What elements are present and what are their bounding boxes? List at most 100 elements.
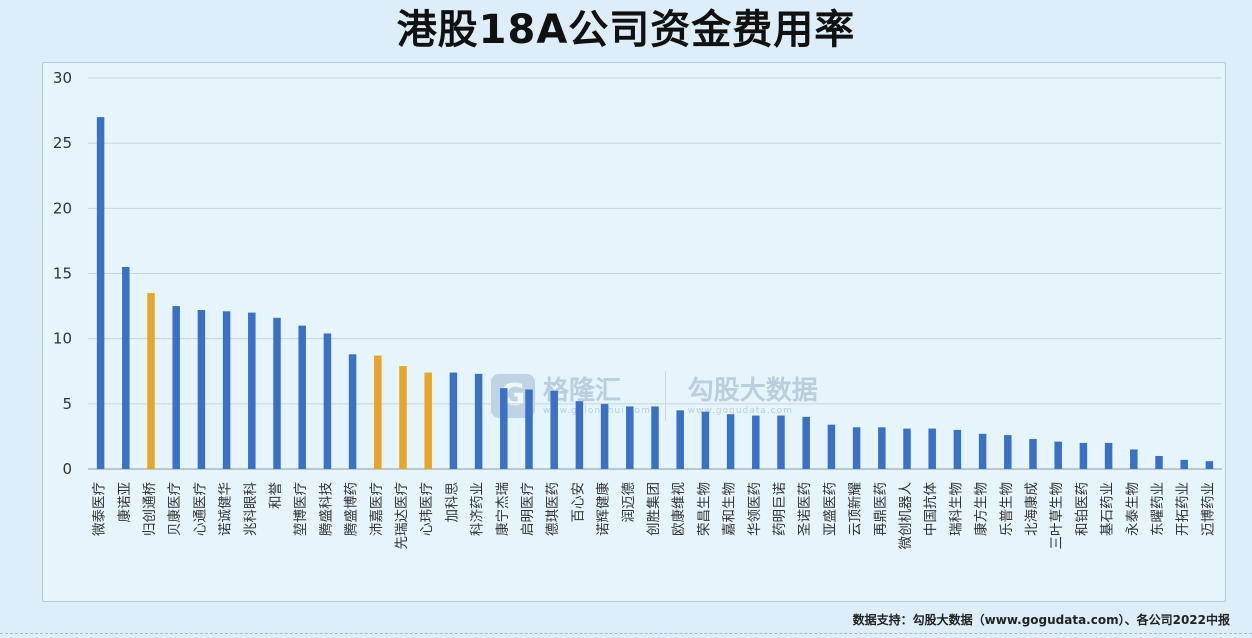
bar <box>626 406 634 469</box>
bar <box>449 372 458 469</box>
x-tick-label: 德琪医药 <box>545 482 561 536</box>
bar <box>701 411 710 469</box>
x-tick-label: 诺诚健华 <box>218 482 234 536</box>
bar <box>651 406 659 469</box>
x-tick-label: 康宁杰瑞 <box>494 482 511 536</box>
bar <box>323 333 332 469</box>
bar <box>1029 439 1037 469</box>
bar <box>172 306 180 469</box>
bar <box>273 317 281 469</box>
bar <box>122 266 130 469</box>
bar <box>600 403 609 469</box>
x-tick-label: 腾盛科技 <box>317 482 334 536</box>
footer-divider <box>0 633 1252 634</box>
bar <box>928 428 936 469</box>
x-tick-label: 亚盛医药 <box>822 482 838 536</box>
x-tick-label: 再鼎医药 <box>873 482 889 536</box>
x-tick-label: 东曜药业 <box>1150 482 1166 536</box>
bar <box>525 389 533 469</box>
bar <box>1155 455 1163 469</box>
watermark-separator <box>664 371 666 421</box>
bar <box>777 415 785 469</box>
y-tick-label: 30 <box>53 69 72 87</box>
bar <box>1079 442 1088 469</box>
bar <box>978 433 987 469</box>
bar <box>852 427 861 469</box>
y-tick-label: 5 <box>62 395 72 413</box>
data-source-note: 数据支持：勾股大数据（www.gogudata.com）、各公司2022中报 <box>852 613 1230 627</box>
x-tick-label: 华领医药 <box>747 482 763 536</box>
bar <box>399 366 407 469</box>
y-tick-label: 0 <box>62 460 72 478</box>
bar <box>1205 461 1214 469</box>
x-tick-label: 微创机器人 <box>898 482 914 550</box>
x-tick-label: 圣诺医药 <box>797 482 813 536</box>
chart-title: 港股18A公司资金费用率 <box>396 7 856 53</box>
x-tick-label: 微泰医疗 <box>92 482 108 536</box>
bar <box>1004 435 1012 469</box>
watermark-brand-b: 勾股大数据 <box>687 376 818 406</box>
x-tick-label: 腾盛博药 <box>343 482 360 536</box>
x-tick-label: 兆科眼科 <box>243 482 259 536</box>
bar <box>374 355 382 469</box>
bar <box>1104 442 1113 469</box>
bar <box>222 311 231 469</box>
watermark-brand-b-url: www.gogudata.com <box>687 406 793 416</box>
x-tick-label: 创胜集团 <box>646 482 662 536</box>
x-tick-label: 云顶新耀 <box>848 482 864 536</box>
bar <box>474 373 483 469</box>
x-tick-label: 润迈德 <box>621 482 637 523</box>
x-tick-label: 中国抗体 <box>923 482 939 536</box>
x-tick-label: 康方生物 <box>973 482 990 536</box>
bar <box>147 293 155 469</box>
x-tick-label: 瑞科生物 <box>948 482 964 536</box>
y-tick-label: 10 <box>53 330 72 348</box>
bar <box>550 390 558 469</box>
x-tick-label: 嘉和生物 <box>722 482 738 536</box>
bar <box>903 428 911 469</box>
bar <box>248 312 256 469</box>
bar <box>197 309 206 469</box>
x-tick-label: 心通医疗 <box>192 482 208 536</box>
chart-panel: G 格隆汇 www.gelonghui.com 勾股大数据 www.goguda… <box>42 62 1226 602</box>
x-tick-label: 贝康医疗 <box>166 482 183 536</box>
bar <box>1054 441 1062 469</box>
bar <box>827 424 836 469</box>
bar <box>500 388 508 469</box>
x-tick-label: 荣昌生物 <box>696 482 712 536</box>
y-tick-label: 20 <box>53 199 72 217</box>
bar <box>752 415 760 469</box>
x-tick-label: 诺辉健康 <box>595 482 612 536</box>
bar <box>1180 459 1188 469</box>
bar <box>802 416 810 469</box>
bar <box>676 410 684 469</box>
x-tick-label: 乐普生物 <box>999 482 1015 536</box>
x-tick-label: 百心安 <box>570 482 586 523</box>
bar <box>1130 449 1138 469</box>
x-tick-label: 康诺亚 <box>116 482 133 523</box>
x-tick-label: 沛嘉医疗 <box>369 482 385 536</box>
bar <box>96 117 105 469</box>
x-tick-label: 和铂医药 <box>1074 482 1090 536</box>
x-tick-label: 先瑞达医疗 <box>394 482 410 550</box>
x-tick-label: 基石药业 <box>1099 482 1116 536</box>
x-tick-label: 永泰生物 <box>1125 482 1141 536</box>
x-tick-label: 和誉 <box>268 482 284 509</box>
bar <box>726 414 735 469</box>
bar <box>298 325 306 469</box>
x-tick-label: 开拓药业 <box>1175 482 1191 536</box>
bar <box>424 372 432 469</box>
x-tick-label: 心玮医疗 <box>419 482 435 536</box>
x-tick-label: 加科思 <box>444 482 460 523</box>
watermark-brand-a-url: www.gelonghui.com <box>543 406 651 416</box>
x-tick-label: 欧康维视 <box>670 482 687 536</box>
x-tick-label: 三叶草生物 <box>1049 482 1065 550</box>
x-tick-label: 药明巨诺 <box>772 482 788 536</box>
y-tick-label: 25 <box>53 134 72 152</box>
y-tick-label: 15 <box>53 265 72 283</box>
bar <box>878 427 886 469</box>
bar <box>348 354 357 469</box>
x-tick-label: 北海康成 <box>1023 482 1040 536</box>
x-tick-label: 科济药业 <box>470 482 486 536</box>
